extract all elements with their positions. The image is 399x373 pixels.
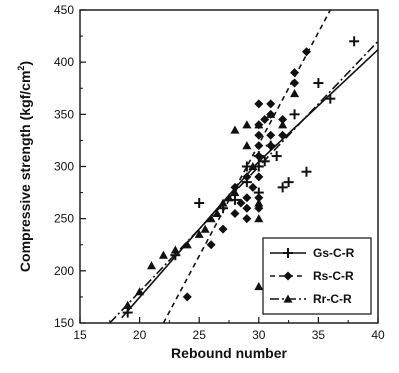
legend-marker-triangle xyxy=(283,294,293,303)
point-diamond xyxy=(242,172,252,182)
y-tick-label: 150 xyxy=(54,316,74,330)
point-diamond xyxy=(254,99,264,109)
point-plus xyxy=(313,78,324,89)
point-diamond xyxy=(242,203,252,213)
point-plus xyxy=(271,151,282,162)
y-axis-title-close: ) xyxy=(17,61,33,66)
point-triangle xyxy=(254,214,264,223)
point-diamond xyxy=(230,182,240,192)
point-triangle xyxy=(230,188,240,197)
point-triangle xyxy=(254,198,264,207)
y-tick-label: 350 xyxy=(54,107,74,121)
y-tick-label: 400 xyxy=(54,55,74,69)
x-tick-label: 25 xyxy=(193,328,207,342)
point-triangle xyxy=(254,120,264,129)
point-triangle xyxy=(248,162,258,171)
point-diamond xyxy=(290,78,300,88)
point-diamond xyxy=(254,193,264,203)
point-plus xyxy=(325,93,336,104)
x-tick-label: 35 xyxy=(312,328,326,342)
legend-label: Rr-C-R xyxy=(313,292,352,306)
y-tick-label: 200 xyxy=(54,264,74,278)
x-axis-title: Rebound number xyxy=(171,345,287,361)
point-plus xyxy=(253,161,264,172)
point-triangle xyxy=(147,261,157,270)
y-axis-title: Compressive strength (kgf/cm2) xyxy=(16,61,33,272)
point-diamond xyxy=(254,172,264,182)
point-plus xyxy=(259,156,270,167)
point-diamond xyxy=(242,193,252,203)
point-triangle xyxy=(230,125,240,134)
legend-label: Rs-C-R xyxy=(313,269,354,283)
x-tick-label: 15 xyxy=(73,328,87,342)
data-points xyxy=(122,36,360,318)
point-triangle xyxy=(218,198,228,207)
x-tick-label: 30 xyxy=(252,328,266,342)
point-diamond xyxy=(218,224,228,234)
point-triangle xyxy=(158,250,168,259)
point-triangle xyxy=(206,214,216,223)
axis-ticks: 15 20 25 30 35 40 150 200 250 300 350 400 450 xyxy=(54,3,385,342)
point-plus xyxy=(194,198,205,209)
point-diamond xyxy=(230,208,240,218)
point-triangle xyxy=(123,300,133,309)
point-triangle xyxy=(200,224,210,233)
point-plus xyxy=(122,307,133,318)
point-diamond xyxy=(290,68,300,78)
y-axis-title-superscript: 2 xyxy=(16,66,26,71)
point-plus xyxy=(241,161,252,172)
point-diamond xyxy=(236,198,246,208)
point-triangle xyxy=(254,281,264,291)
legend-marker-diamond xyxy=(283,271,293,281)
point-diamond xyxy=(242,214,252,224)
point-diamond xyxy=(301,47,311,57)
point-triangle xyxy=(224,193,234,202)
point-diamond xyxy=(266,141,276,151)
point-triangle xyxy=(170,245,180,254)
point-diamond xyxy=(254,151,264,161)
legend-label: Gs-C-R xyxy=(313,246,355,260)
point-diamond xyxy=(248,182,258,192)
point-plus xyxy=(349,36,360,47)
point-diamond xyxy=(266,130,276,140)
x-tick-label: 40 xyxy=(371,328,385,342)
point-diamond xyxy=(254,141,264,151)
point-diamond xyxy=(254,130,264,140)
x-tick-label: 20 xyxy=(133,328,147,342)
point-plus xyxy=(289,109,300,120)
point-plus xyxy=(283,177,294,188)
point-diamond xyxy=(206,240,216,250)
point-diamond xyxy=(182,292,192,302)
point-diamond xyxy=(278,115,288,125)
point-plus xyxy=(277,182,288,193)
y-axis-title-main: Compressive strength (kgf/cm xyxy=(17,71,33,273)
point-triangle xyxy=(242,120,252,129)
point-diamond xyxy=(278,130,288,140)
point-triangle xyxy=(194,229,204,238)
point-triangle xyxy=(278,120,288,129)
point-triangle xyxy=(242,141,252,150)
point-triangle xyxy=(212,208,222,218)
point-diamond xyxy=(266,99,276,109)
point-triangle xyxy=(290,88,300,98)
y-tick-label: 300 xyxy=(54,160,74,174)
point-triangle xyxy=(266,109,276,118)
point-triangle xyxy=(135,287,145,296)
point-triangle xyxy=(182,240,192,249)
legend-marker-plus xyxy=(283,248,293,258)
legend: Gs-C-R Rs-C-R Rr-C-R xyxy=(262,237,372,315)
y-tick-label: 450 xyxy=(54,3,74,17)
y-tick-label: 250 xyxy=(54,212,74,226)
point-plus xyxy=(301,166,312,177)
